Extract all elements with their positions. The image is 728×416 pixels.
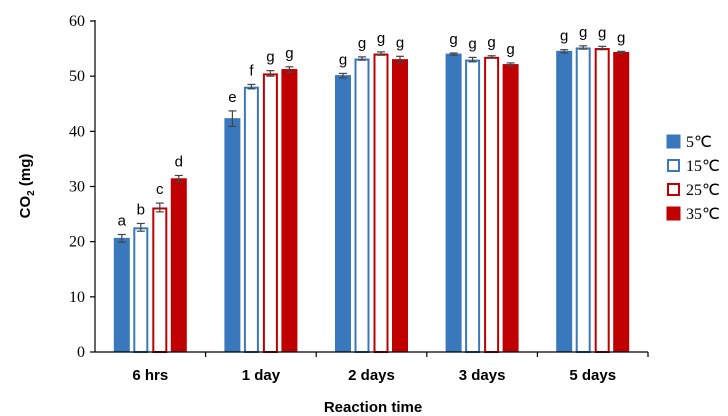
y-axis-title-subscript: 2 <box>26 190 37 196</box>
legend-label: 5℃ <box>686 134 712 151</box>
x-tick-label: 1 day <box>242 367 281 384</box>
y-tick-label: 60 <box>69 13 85 30</box>
significance-letter: g <box>560 28 568 45</box>
y-tick-label: 20 <box>69 234 85 251</box>
bar <box>170 178 187 353</box>
bar <box>484 56 500 353</box>
bar <box>613 51 630 353</box>
x-axis-title: Reaction time <box>324 399 422 416</box>
legend-label: 35℃ <box>686 206 720 223</box>
significance-letter: g <box>285 45 293 62</box>
significance-letter: g <box>506 41 514 58</box>
y-axis-title: CO2 (mg) <box>17 154 37 219</box>
significance-letter: g <box>617 29 625 46</box>
bar <box>243 86 259 353</box>
significance-letter: g <box>449 31 457 48</box>
y-tick-label: 30 <box>69 179 85 196</box>
x-tick-label: 5 days <box>569 367 616 384</box>
significance-letter: e <box>228 89 236 106</box>
y-tick-label: 10 <box>69 289 85 306</box>
legend-label: 25℃ <box>686 182 720 199</box>
legend-label: 15℃ <box>686 158 720 175</box>
bar <box>445 53 462 353</box>
bar <box>556 50 573 353</box>
significance-letter: c <box>156 181 164 198</box>
significance-letter: g <box>339 51 347 68</box>
legend: 5℃ 15℃ 25℃ 35℃ <box>666 134 720 223</box>
x-tick-label: 2 days <box>348 367 395 384</box>
legend-swatch <box>666 206 681 221</box>
bar <box>335 75 351 353</box>
bar <box>354 58 370 353</box>
bar <box>152 207 168 353</box>
error-bars-layer <box>117 45 626 243</box>
significance-letter: g <box>377 30 385 47</box>
bar <box>113 237 130 353</box>
x-tick-label: 3 days <box>459 367 506 384</box>
legend-swatch <box>667 183 680 196</box>
y-axis-title-unit: (mg) <box>17 154 34 191</box>
y-tick-label: 0 <box>77 344 85 361</box>
y-axis-title-main: CO <box>17 196 34 219</box>
bar <box>262 73 278 354</box>
significance-letter: a <box>118 212 127 229</box>
significance-letter: g <box>579 24 587 41</box>
significance-letter: g <box>468 35 476 52</box>
significance-letter: d <box>175 153 183 170</box>
bar <box>281 69 298 353</box>
bar <box>594 48 610 353</box>
significance-letter: g <box>358 35 366 52</box>
y-tick-label: 50 <box>69 68 85 85</box>
bar <box>373 53 389 353</box>
bar <box>575 47 591 353</box>
bars-layer <box>113 47 630 354</box>
bar <box>133 227 149 353</box>
significance-letter: g <box>598 24 606 41</box>
axes-layer: 0 10 20 30 40 50 60 6 hrs 1 day 2 days 3 days 5 day… <box>69 13 649 384</box>
legend-swatch <box>667 159 680 172</box>
significance-letter: g <box>487 34 495 51</box>
x-tick-label: 6 hrs <box>132 367 168 384</box>
bar <box>392 59 408 353</box>
bar <box>465 59 481 353</box>
legend-swatch <box>666 134 681 149</box>
y-tick-label: 40 <box>69 123 85 140</box>
significance-letter: g <box>266 49 274 66</box>
significance-letter: b <box>137 201 145 218</box>
bar <box>224 118 241 353</box>
significance-letter: f <box>249 62 254 79</box>
bar <box>502 64 519 353</box>
significance-letter: g <box>396 34 404 51</box>
